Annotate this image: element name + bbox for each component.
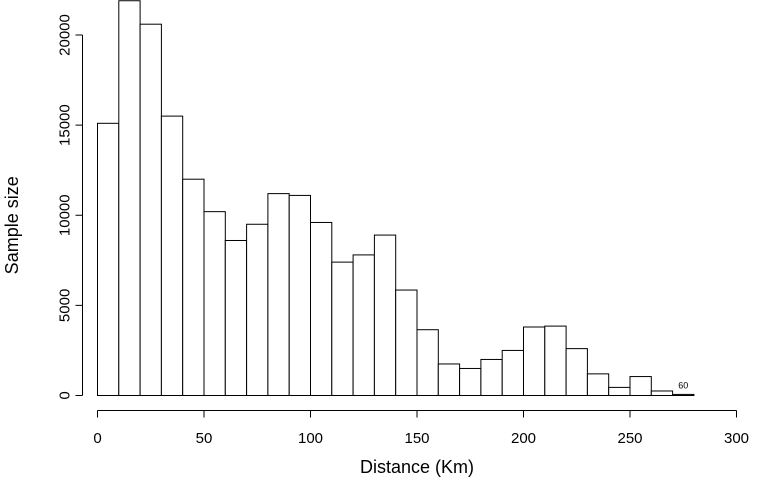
x-tick-label: 250 bbox=[617, 430, 642, 447]
histogram-bar bbox=[160, 115, 184, 397]
histogram-bar bbox=[629, 376, 652, 397]
y-tick-label: 0 bbox=[57, 391, 74, 399]
histogram-bar bbox=[650, 390, 674, 396]
histogram-bar bbox=[586, 373, 610, 396]
histogram-bar bbox=[118, 0, 141, 396]
histogram-bar bbox=[373, 234, 397, 396]
x-tick-label: 200 bbox=[511, 430, 536, 447]
histogram-bar bbox=[608, 386, 631, 397]
histogram-bar bbox=[267, 193, 290, 396]
x-tick-label: 0 bbox=[93, 430, 101, 447]
histogram-bar bbox=[288, 194, 312, 396]
histogram-bar bbox=[97, 122, 120, 396]
x-axis-title: Distance (Km) bbox=[360, 457, 474, 477]
bars bbox=[97, 0, 695, 397]
y-tick-label: 20000 bbox=[57, 14, 74, 56]
histogram-bar bbox=[224, 239, 248, 396]
histogram-bar bbox=[246, 223, 269, 396]
x-tick-label: 100 bbox=[298, 430, 323, 447]
histogram-bar bbox=[139, 23, 162, 396]
histogram-bar bbox=[565, 348, 588, 397]
histogram-bar bbox=[437, 363, 461, 396]
y-tick-label: 15000 bbox=[57, 104, 74, 146]
histogram-bar bbox=[395, 289, 418, 396]
histogram-bar bbox=[182, 178, 205, 396]
histogram-bar bbox=[480, 358, 503, 397]
histogram-bar bbox=[459, 367, 482, 396]
histogram-bar bbox=[672, 393, 695, 397]
histogram-bar bbox=[416, 329, 439, 396]
histogram-bar bbox=[544, 325, 567, 397]
annotations: 60 bbox=[678, 380, 688, 390]
x-tick-label: 150 bbox=[404, 430, 429, 447]
histogram-bar bbox=[331, 261, 354, 396]
x-tick-label: 50 bbox=[196, 430, 213, 447]
histogram-bar bbox=[501, 349, 525, 397]
x-tick-label: 300 bbox=[724, 430, 749, 447]
y-tick-label: 10000 bbox=[57, 194, 74, 236]
bar-annotation: 60 bbox=[678, 380, 688, 390]
histogram-bar bbox=[352, 254, 375, 396]
y-tick-label: 5000 bbox=[57, 289, 74, 322]
y-axis: 0 5000 10000 15000 20000 bbox=[57, 14, 83, 400]
histogram-bar bbox=[523, 326, 546, 396]
x-axis: 0 50 100 150 200 250 300 bbox=[93, 410, 749, 447]
y-axis-title: Sample size bbox=[2, 176, 22, 274]
histogram-bar bbox=[203, 211, 226, 396]
histogram-bar bbox=[310, 221, 333, 396]
